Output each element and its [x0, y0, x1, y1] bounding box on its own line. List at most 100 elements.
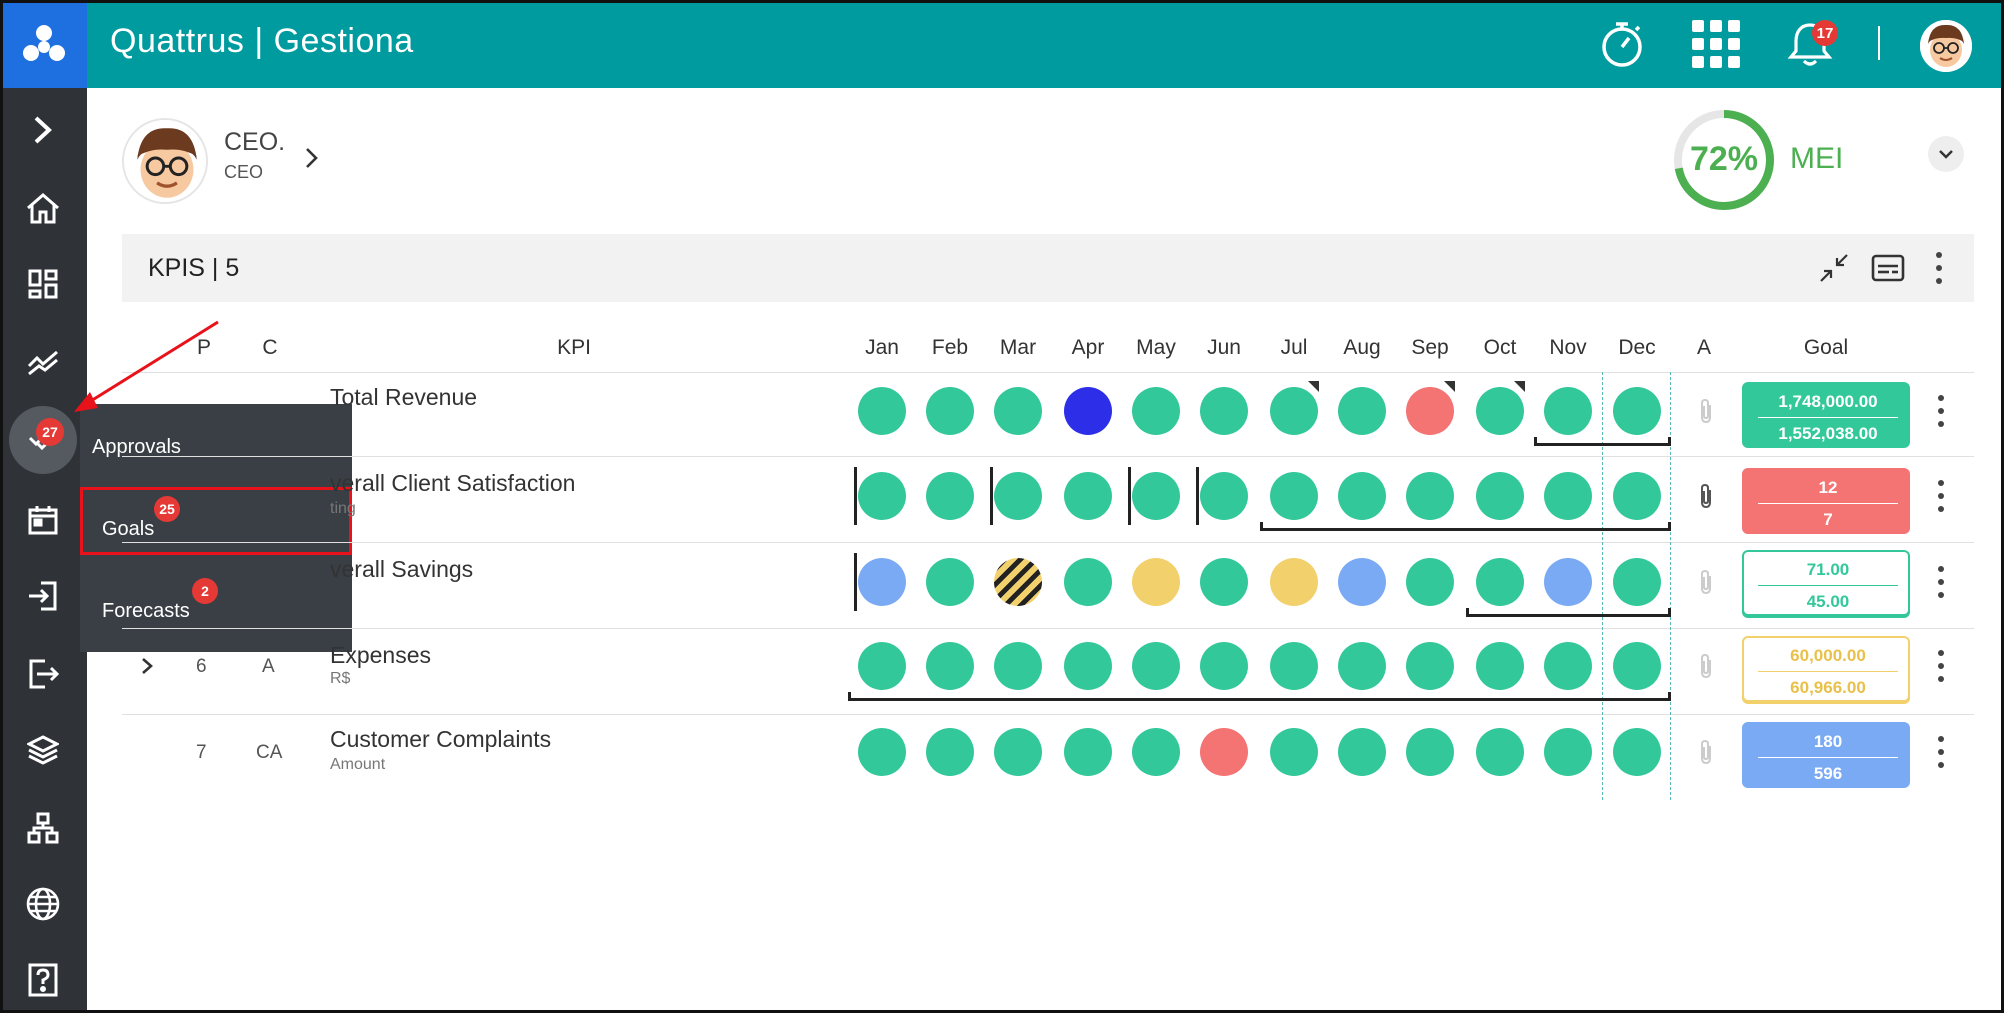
kpi-month-status-dot[interactable] [1613, 728, 1661, 776]
kpi-month-status-dot[interactable] [1200, 387, 1248, 435]
kpi-month-status-dot[interactable] [1544, 558, 1592, 606]
avatar[interactable] [1920, 20, 1972, 72]
logo-icon[interactable] [0, 0, 87, 88]
chevron-right-icon[interactable] [304, 146, 320, 175]
goal-box[interactable]: 1,748,000.00 1,552,038.00 [1742, 382, 1910, 448]
kpi-month-status-dot[interactable] [1613, 642, 1661, 690]
kpi-month-status-dot[interactable] [1406, 472, 1454, 520]
goal-box[interactable]: 60,000.00 60,966.00 [1742, 636, 1910, 702]
kpi-month-status-dot[interactable] [1132, 558, 1180, 606]
row-more-icon[interactable] [1936, 650, 1946, 682]
kpi-month-status-dot[interactable] [1406, 642, 1454, 690]
kpi-month-status-dot[interactable] [1613, 472, 1661, 520]
kpi-month-status-dot[interactable] [1544, 472, 1592, 520]
kpi-month-status-dot[interactable] [1613, 387, 1661, 435]
apps-grid-icon[interactable] [1690, 18, 1742, 70]
kpi-month-status-dot[interactable] [1270, 642, 1318, 690]
kpi-month-status-dot[interactable] [994, 387, 1042, 435]
kpi-month-status-dot[interactable] [1270, 472, 1318, 520]
expand-row-chevron-icon[interactable] [140, 656, 154, 681]
trend-icon[interactable] [21, 340, 65, 384]
attachment-icon[interactable] [1694, 567, 1718, 597]
kpi-name[interactable]: verall Client Satisfaction [330, 470, 576, 496]
expand-chevron-icon[interactable] [21, 108, 65, 152]
kpi-month-status-dot[interactable] [1200, 728, 1248, 776]
kpi-month-status-dot[interactable] [1270, 728, 1318, 776]
kpi-month-status-dot[interactable] [1476, 387, 1524, 435]
kpi-month-status-dot[interactable] [1200, 472, 1248, 520]
globe-icon[interactable] [21, 882, 65, 926]
kpi-month-status-dot[interactable] [1200, 642, 1248, 690]
kpi-month-status-dot[interactable] [1132, 387, 1180, 435]
kpi-panel-more-icon[interactable] [1934, 252, 1944, 284]
help-icon[interactable] [21, 958, 65, 1002]
kpi-month-status-dot[interactable] [858, 728, 906, 776]
kpi-month-status-dot[interactable] [994, 558, 1042, 606]
flyout-goals[interactable]: Goals [102, 518, 155, 540]
kpi-month-status-dot[interactable] [1476, 728, 1524, 776]
kpi-month-status-dot[interactable] [994, 728, 1042, 776]
kpi-month-status-dot[interactable] [1064, 387, 1112, 435]
kpi-month-status-dot[interactable] [1544, 728, 1592, 776]
kpi-month-status-dot[interactable] [1544, 387, 1592, 435]
kpi-month-status-dot[interactable] [926, 642, 974, 690]
kpi-name[interactable]: Total Revenue [330, 384, 478, 410]
kpi-month-status-dot[interactable] [1064, 558, 1112, 606]
kpi-month-status-dot[interactable] [1338, 558, 1386, 606]
flyout-approvals[interactable]: Approvals [92, 436, 181, 458]
kpi-month-status-dot[interactable] [1613, 558, 1661, 606]
kpi-month-status-dot[interactable] [994, 472, 1042, 520]
kpi-month-status-dot[interactable] [1406, 728, 1454, 776]
row-more-icon[interactable] [1936, 566, 1946, 598]
flyout-forecasts[interactable]: Forecasts [102, 600, 190, 622]
kpi-month-status-dot[interactable] [1338, 472, 1386, 520]
goal-box[interactable]: 12 7 [1742, 468, 1910, 534]
kpi-month-status-dot[interactable] [1132, 728, 1180, 776]
kpi-month-status-dot[interactable] [858, 472, 906, 520]
row-more-icon[interactable] [1936, 395, 1946, 427]
stopwatch-icon[interactable] [1596, 18, 1648, 70]
goal-box[interactable]: 71.00 45.00 [1742, 550, 1910, 616]
row-more-icon[interactable] [1936, 480, 1946, 512]
layers-icon[interactable] [21, 728, 65, 772]
kpi-month-status-dot[interactable] [1476, 642, 1524, 690]
home-icon[interactable] [21, 186, 65, 230]
attachment-icon[interactable] [1694, 737, 1718, 767]
kpi-name[interactable]: verall Savings [330, 556, 474, 582]
attachment-icon[interactable] [1694, 651, 1718, 681]
kpi-month-status-dot[interactable] [1132, 642, 1180, 690]
kpi-month-status-dot[interactable] [1200, 558, 1248, 606]
kpi-month-status-dot[interactable] [926, 387, 974, 435]
kpi-month-status-dot[interactable] [1544, 642, 1592, 690]
kpi-month-status-dot[interactable] [1338, 387, 1386, 435]
subtitles-icon[interactable] [1870, 250, 1906, 286]
kpi-month-status-dot[interactable] [1132, 472, 1180, 520]
kpi-month-status-dot[interactable] [1270, 387, 1318, 435]
goal-box[interactable]: 180 596 [1742, 722, 1910, 788]
kpi-month-status-dot[interactable] [1270, 558, 1318, 606]
collapse-icon[interactable] [1816, 250, 1852, 286]
calendar-icon[interactable] [21, 498, 65, 542]
kpi-name[interactable]: Expenses [330, 642, 432, 668]
kpi-month-status-dot[interactable] [1476, 558, 1524, 606]
attachment-icon[interactable] [1694, 396, 1718, 426]
org-chart-icon[interactable] [21, 806, 65, 850]
profile-avatar[interactable] [122, 118, 208, 204]
kpi-month-status-dot[interactable] [926, 558, 974, 606]
kpi-month-status-dot[interactable] [1476, 472, 1524, 520]
attachment-icon[interactable] [1694, 481, 1718, 511]
kpi-month-status-dot[interactable] [858, 642, 906, 690]
kpi-month-status-dot[interactable] [994, 642, 1042, 690]
kpi-month-status-dot[interactable] [1338, 728, 1386, 776]
kpi-name[interactable]: Customer Complaints [330, 726, 552, 752]
kpi-month-status-dot[interactable] [858, 387, 906, 435]
kpi-month-status-dot[interactable] [1338, 642, 1386, 690]
kpi-month-status-dot[interactable] [926, 728, 974, 776]
kpi-month-status-dot[interactable] [1406, 558, 1454, 606]
kpi-month-status-dot[interactable] [926, 472, 974, 520]
kpi-month-status-dot[interactable] [1064, 472, 1112, 520]
chevron-down-icon[interactable] [1928, 136, 1964, 172]
dashboard-icon[interactable] [21, 262, 65, 306]
kpi-month-status-dot[interactable] [1406, 387, 1454, 435]
kpi-month-status-dot[interactable] [858, 558, 906, 606]
